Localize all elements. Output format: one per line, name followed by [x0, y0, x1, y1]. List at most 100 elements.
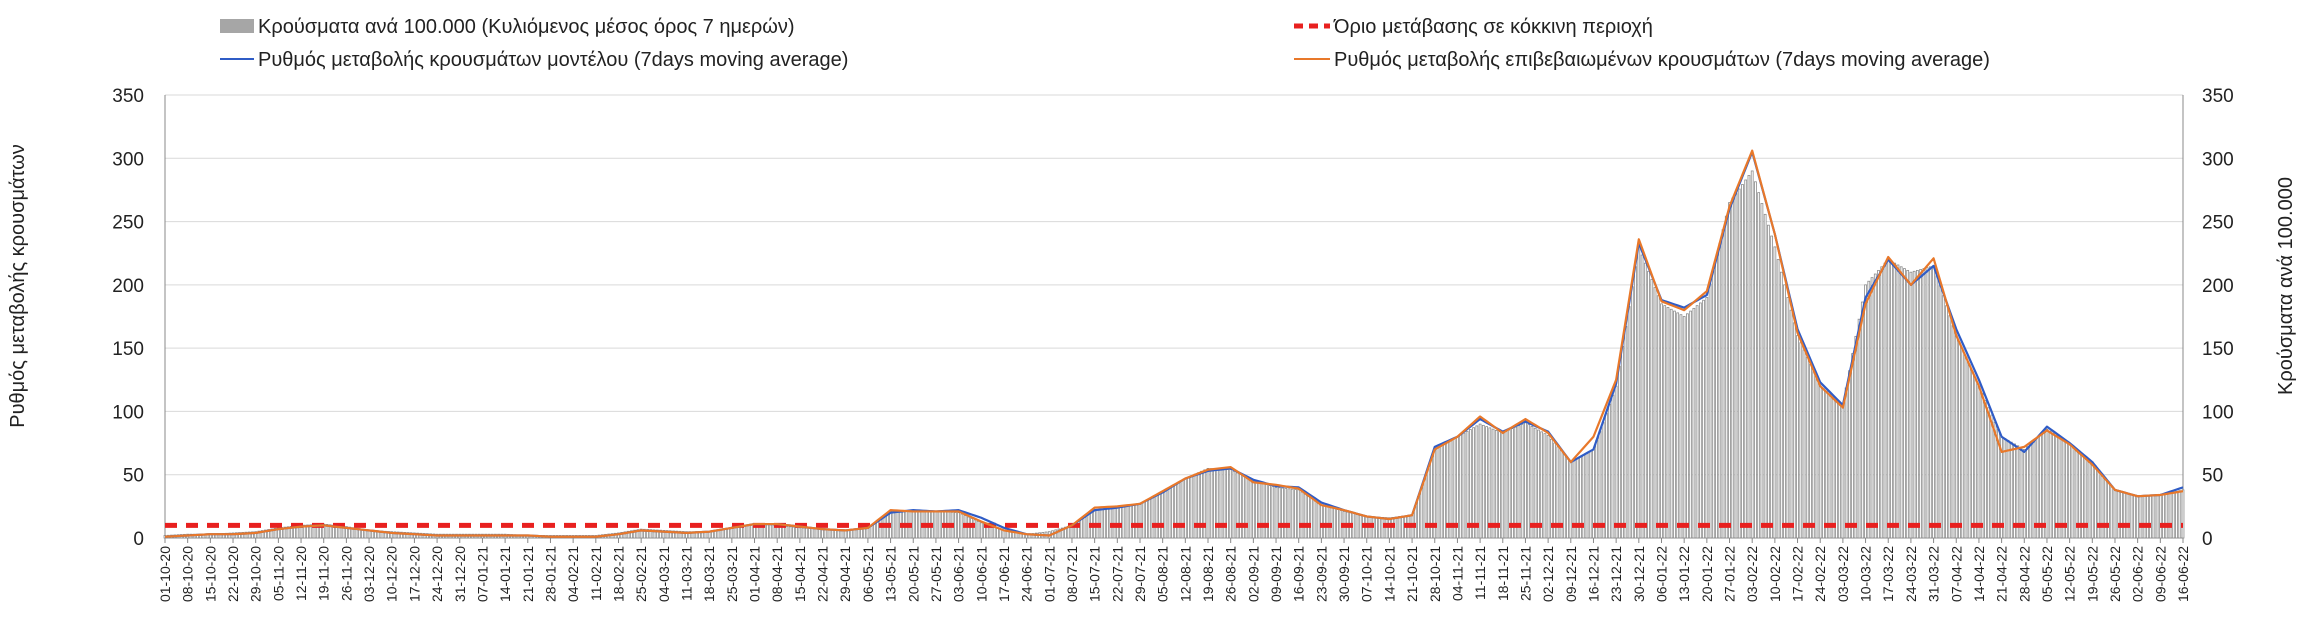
x-tick-label: 16-12-21: [1585, 546, 1601, 602]
x-tick-labels: 01-10-20 08-10-20 15-10-20 22-10-20 29-10-20…: [157, 538, 2191, 602]
bar: [2120, 491, 2123, 539]
y-tick-left: 150: [112, 339, 144, 360]
bar: [1686, 313, 1689, 539]
bar: [1313, 500, 1317, 539]
bar: [1909, 271, 1913, 539]
bar: [1809, 364, 1812, 539]
bar: [746, 524, 750, 539]
bar: [1873, 273, 1877, 539]
bar: [1420, 486, 1424, 539]
y-tick-left: 200: [112, 276, 144, 297]
bar: [1741, 184, 1744, 539]
x-tick-label: 10-06-21: [973, 546, 989, 602]
bar: [2142, 495, 2146, 539]
bar: [1232, 470, 1236, 539]
x-tick-label: 03-02-22: [1744, 546, 1760, 602]
bar: [1148, 498, 1152, 539]
bar: [2139, 495, 2143, 539]
bar: [672, 530, 675, 539]
bar: [856, 528, 860, 539]
bar: [655, 529, 659, 539]
x-tick-label: 17-06-21: [996, 546, 1012, 602]
bar: [1332, 508, 1336, 539]
bar: [1287, 488, 1291, 539]
x-tick-label: 01-04-21: [747, 546, 763, 602]
bar: [2029, 443, 2033, 539]
x-tick-label: 12-11-20: [293, 546, 309, 601]
bar: [2100, 473, 2104, 539]
bar: [1375, 516, 1378, 539]
bar: [1242, 475, 1246, 539]
bar: [1177, 482, 1181, 539]
bar: [1239, 474, 1242, 539]
bar: [2152, 494, 2156, 539]
y-tick-right: 300: [2202, 149, 2234, 170]
bar: [1838, 401, 1842, 539]
bar: [2175, 490, 2178, 539]
bar: [1507, 429, 1511, 539]
bar: [2048, 430, 2052, 539]
x-tick-label: 27-05-21: [928, 546, 944, 602]
bar: [273, 528, 277, 539]
bar: [1754, 181, 1757, 539]
bar: [1663, 305, 1667, 539]
bar: [400, 531, 403, 539]
x-tick-label: 01-10-20: [157, 546, 173, 602]
bar: [1297, 489, 1301, 539]
bar: [1469, 429, 1472, 539]
bar: [2006, 439, 2010, 539]
bar: [1634, 266, 1637, 539]
bar: [804, 527, 808, 539]
bar: [1880, 266, 1884, 539]
bar: [2116, 490, 2120, 539]
bar: [2136, 495, 2140, 539]
bar: [1566, 457, 1569, 539]
bar: [1770, 235, 1773, 539]
bar: [911, 509, 915, 539]
x-tick-label: 15-04-21: [792, 546, 808, 602]
x-tick-label: 28-01-21: [542, 546, 558, 602]
x-tick-label: 03-03-22: [1835, 546, 1851, 602]
bar: [1864, 284, 1867, 539]
x-tick-label: 04-03-21: [656, 546, 672, 602]
bar: [678, 530, 682, 539]
bar: [1300, 491, 1304, 539]
bar: [1456, 436, 1459, 539]
bar: [1637, 246, 1641, 539]
bar: [1767, 224, 1770, 539]
bar: [821, 528, 824, 539]
bar: [1974, 378, 1978, 539]
bar: [1961, 349, 1965, 539]
bar: [1847, 370, 1851, 539]
bar: [1154, 495, 1158, 539]
x-tick-label: 07-10-21: [1359, 546, 1375, 602]
bar: [1174, 484, 1177, 539]
legend: Κρούσματα ανά 100.000 (Κυλιόμενος μέσος …: [220, 16, 1990, 71]
x-tick-label: 06-01-22: [1653, 546, 1669, 602]
bar: [1261, 483, 1265, 539]
bar: [2055, 434, 2059, 539]
bar: [1488, 427, 1492, 539]
bar: [1679, 314, 1683, 539]
bar: [2129, 494, 2133, 539]
x-tick-label: 28-04-22: [2016, 546, 2032, 602]
bar: [1747, 175, 1751, 539]
bar: [1705, 297, 1709, 539]
bar: [244, 531, 248, 539]
x-tick-label: 02-09-21: [1245, 546, 1261, 602]
bar: [1537, 429, 1540, 539]
bar: [409, 532, 413, 539]
bar: [1530, 426, 1534, 539]
bar: [1899, 266, 1903, 539]
x-tick-label: 15-10-20: [202, 546, 218, 602]
bar: [1206, 467, 1210, 539]
bar: [286, 526, 290, 539]
bar: [1728, 202, 1731, 539]
bar: [2165, 493, 2169, 539]
bar: [1799, 342, 1803, 539]
bar: [1106, 507, 1109, 539]
bar: [1835, 399, 1838, 539]
bar: [827, 529, 831, 539]
bar: [1057, 528, 1061, 539]
bar: [1277, 487, 1281, 539]
